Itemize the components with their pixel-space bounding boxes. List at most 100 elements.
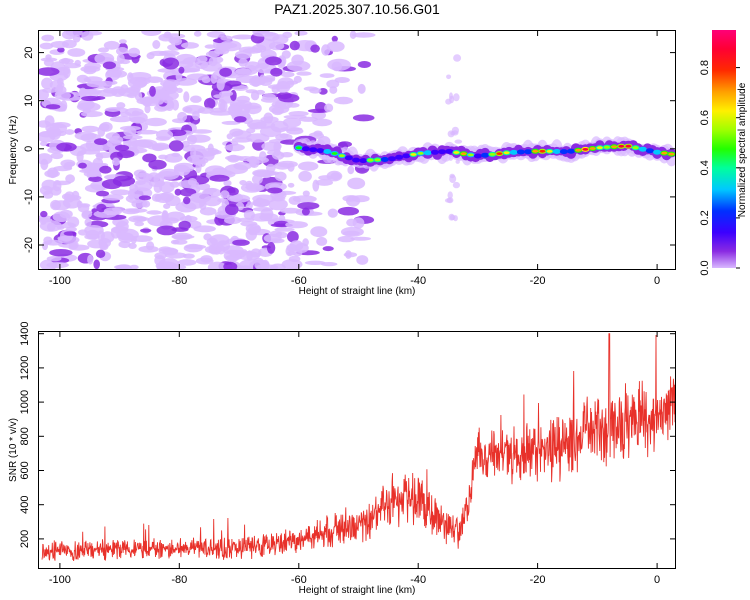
noise-blob [78,162,87,169]
noise-blob [81,31,94,41]
noise-blob [46,256,62,262]
noise-blob [220,35,233,41]
noise-blob [254,259,268,269]
track-peak [596,146,603,150]
noise-blob [204,44,216,49]
noise-blob [177,111,188,122]
noise-blob [39,42,54,50]
noise-blob [44,169,60,178]
track-core [387,156,396,162]
noise-blob [225,203,239,216]
noise-blob [449,173,456,179]
noise-blob [298,161,319,171]
track-core [380,157,389,162]
noise-blob [142,96,153,107]
noise-blob [303,86,319,91]
y-tick-label: 1000 [19,390,31,414]
noise-blob [178,220,191,230]
noise-blob [57,235,72,241]
noise-blob [116,150,135,159]
track-core [301,146,310,152]
x-tick-label: -100 [49,574,71,586]
noise-blob [67,216,80,228]
noise-blob [351,32,376,38]
track-peak [668,152,675,156]
track-peak [295,146,302,150]
noise-blob [62,197,81,209]
noise-blob [356,255,369,265]
track-core [402,153,411,159]
noise-blob [277,92,292,100]
noise-blob [74,59,81,67]
noise-blob [274,171,287,182]
noise-blob [102,194,124,201]
noise-blob [288,195,301,205]
track-core [323,149,332,154]
noise-blob [60,100,68,112]
noise-blob [158,168,180,180]
noise-blob [231,137,253,143]
noise-blob [76,150,84,163]
x-tick-label: 0 [654,574,660,586]
noise-blob [347,165,355,175]
noise-blob [126,208,148,213]
x-tick-label: -40 [410,574,426,586]
noise-blob [225,254,243,261]
noise-blob [280,152,294,158]
noise-blob [63,231,77,236]
noise-blob [156,225,177,236]
track-peak [338,154,345,158]
track-core [567,148,576,154]
noise-blob [224,143,245,152]
y-tick-label: 200 [19,530,31,548]
noise-blob [200,255,213,263]
y-tick-label: 800 [19,427,31,445]
track-peak [496,152,503,156]
noise-blob [101,179,122,190]
noise-blob [343,252,358,258]
snr-series-line [41,333,675,561]
noise-blob [280,207,302,214]
noise-blob [220,190,230,199]
noise-blob [176,87,183,93]
noise-blob [260,97,280,103]
noise-blob [352,114,375,122]
track-core [473,153,482,159]
noise-blob [187,134,211,143]
noise-blob [233,162,252,170]
noise-blob [135,172,152,182]
noise-blob [191,129,212,134]
track-peak [546,150,553,153]
noise-blob [164,217,179,224]
noise-blob [160,79,181,88]
noise-blob [297,202,320,210]
noise-blob [331,35,338,43]
noise-blob [277,160,298,168]
noise-blob [326,79,340,89]
track-peak [503,151,510,155]
noise-blob [234,116,247,123]
noise-blob [277,55,287,67]
noise-blob [84,225,104,236]
track-core [509,149,518,155]
noise-blob [226,187,239,196]
signal-track [292,136,675,172]
noise-blob [103,207,123,216]
noise-blob [109,135,124,144]
noise-blob [183,196,191,205]
noise-blob [287,102,300,108]
colorbar-tick-label: 0.8 [699,60,711,75]
noise-blob [282,117,302,128]
noise-blob [138,245,159,253]
noise-blob [444,198,453,203]
noise-blob [250,213,273,222]
noise-blob [450,131,456,136]
noise-blob [118,232,135,243]
noise-blob [114,264,132,269]
noise-blob [158,154,168,160]
noise-blob [445,98,452,105]
track-peak [661,151,668,155]
noise-blob [304,260,326,265]
noise-blob [178,66,185,74]
track-core [559,149,568,155]
